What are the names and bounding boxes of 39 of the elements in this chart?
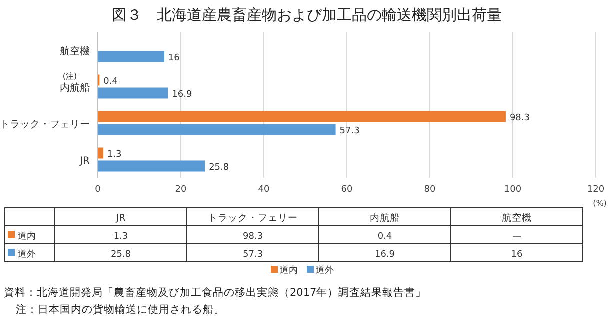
x-axis-title: (%) xyxy=(593,199,607,208)
category-label: JR xyxy=(116,213,126,224)
text: 道内 xyxy=(280,266,298,276)
data-label: 25.8 xyxy=(209,162,230,173)
text: 16 xyxy=(511,250,523,260)
y-tick-label: JR xyxy=(79,156,90,167)
text: 道外 xyxy=(18,250,36,260)
category-label: トラック・フェリー xyxy=(208,213,298,224)
y-tick-label: トラック・フェリー xyxy=(0,119,90,130)
text: 資料：北海道開発局「農畜産物及び加工食品の移出実態（2017年）調査結果報告書」 xyxy=(4,286,427,299)
text: — xyxy=(512,232,522,242)
data-label: 16.9 xyxy=(172,90,192,100)
text: 16.9 xyxy=(374,250,396,260)
text: 57.3 xyxy=(242,250,264,260)
data-label: 57.3 xyxy=(340,126,360,136)
data-label: 98.3 xyxy=(510,113,530,124)
x-tick-label: 100 xyxy=(504,185,522,195)
y-tick-label: 内航船 xyxy=(60,82,90,94)
x-tick-label: 120 xyxy=(587,185,605,195)
text: 注：日本国内の貨物輸送に使用される船。 xyxy=(16,303,225,316)
legend-label: 道内 xyxy=(18,231,36,242)
x-tick-label: 80 xyxy=(424,185,436,195)
x-tick-label: 40 xyxy=(258,185,270,195)
chart-title: 図３ 北海道産農畜産物および加工品の輸送機関別出荷量 xyxy=(112,6,502,24)
text: 1.3 xyxy=(114,232,128,242)
y-tick-label: 航空機 xyxy=(60,45,90,58)
x-tick-label: 60 xyxy=(341,185,353,195)
x-tick-label: 0 xyxy=(95,185,102,195)
data-label: 0.4 xyxy=(104,76,118,87)
legend-label: 道外 xyxy=(316,265,334,276)
x-tick-label: 20 xyxy=(175,185,187,195)
category-label: 航空機 xyxy=(502,213,532,224)
text: 98.3 xyxy=(242,232,264,242)
text: 25.8 xyxy=(110,250,132,260)
data-label: 16 xyxy=(168,53,180,64)
text: (注) xyxy=(62,72,78,81)
category-label: 内航船 xyxy=(370,213,400,224)
data-label: 1.3 xyxy=(107,150,122,160)
text: 0.4 xyxy=(378,232,392,242)
